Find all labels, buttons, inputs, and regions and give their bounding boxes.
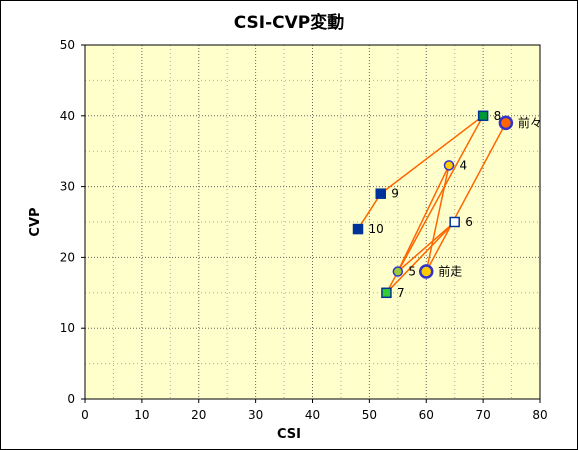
gridlines xyxy=(85,45,540,399)
point-marker xyxy=(443,160,455,171)
connection-line xyxy=(397,221,456,273)
point-label: 7 xyxy=(397,286,405,300)
x-tick-label: 60 xyxy=(419,408,434,422)
y-axis-ticks: 0 10 20 30 40 50 xyxy=(60,38,85,406)
data-points xyxy=(352,110,514,299)
x-tick-label: 10 xyxy=(134,408,149,422)
x-tick-label: 70 xyxy=(475,408,490,422)
x-tick-label: 20 xyxy=(191,408,206,422)
x-tick-label: 40 xyxy=(305,408,320,422)
point-label: 前々 xyxy=(518,115,542,130)
y-tick-label: 40 xyxy=(60,109,75,123)
connection-line xyxy=(357,193,382,230)
point-marker xyxy=(375,188,386,199)
y-tick-label: 20 xyxy=(60,250,75,264)
point-label: 6 xyxy=(465,215,473,229)
point-marker xyxy=(381,287,392,299)
point-label: 5 xyxy=(408,265,416,279)
x-tick-label: 0 xyxy=(81,408,89,422)
point-marker xyxy=(419,264,434,279)
connection-line xyxy=(380,115,484,195)
connection-line xyxy=(385,221,456,294)
connection-line xyxy=(397,165,450,272)
point-label: 8 xyxy=(494,109,502,123)
point-marker xyxy=(449,216,460,228)
x-tick-label: 50 xyxy=(362,408,377,422)
point-marker xyxy=(498,115,514,131)
y-axis-title: CVP xyxy=(28,207,43,236)
x-axis-ticks: 0 10 20 30 40 50 60 70 80 xyxy=(81,399,548,422)
point-label: 前走 xyxy=(438,264,462,279)
connection-lines xyxy=(357,115,507,294)
point-marker xyxy=(352,223,364,235)
y-tick-label: 0 xyxy=(67,392,75,406)
x-tick-label: 30 xyxy=(248,408,263,422)
y-tick-label: 30 xyxy=(60,180,75,194)
point-label: 9 xyxy=(391,187,399,201)
chart-title: CSI-CVP変動 xyxy=(234,12,345,33)
point-label: 4 xyxy=(460,158,468,172)
point-marker xyxy=(392,266,404,277)
x-axis-title: CSI xyxy=(277,427,301,442)
y-tick-label: 10 xyxy=(60,321,75,335)
connection-line xyxy=(425,122,507,272)
point-marker xyxy=(477,110,489,122)
y-tick-label: 50 xyxy=(60,38,75,52)
connection-line xyxy=(425,165,450,272)
x-tick-label: 80 xyxy=(532,408,547,422)
point-label: 10 xyxy=(369,222,384,236)
